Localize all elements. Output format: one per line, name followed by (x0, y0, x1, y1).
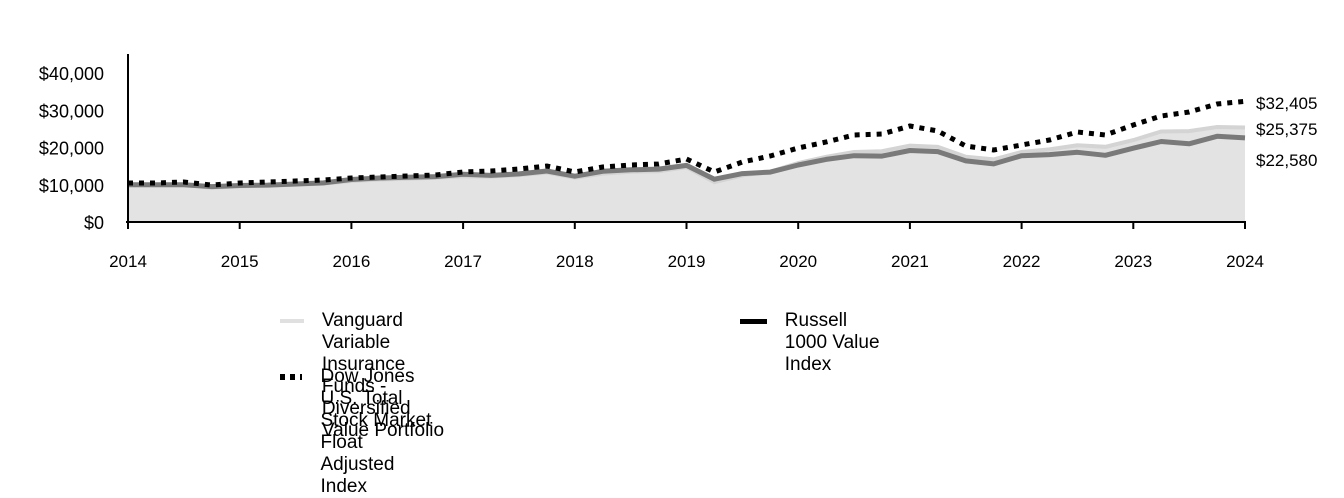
legend-swatch-dowjones (280, 366, 303, 388)
series-area-vanguard (128, 127, 1245, 222)
axis-layer: 2014 2015 2016 2017 2018 2019 2020 2021 2022 2023… (39, 54, 1264, 271)
series-line-dowjones (128, 98, 1246, 188)
label-layer: $25,375 $22,580 $32,405 (1256, 94, 1317, 170)
x-tick-label: 2024 (1226, 252, 1264, 271)
x-tick-label: 2021 (891, 252, 929, 271)
x-tick-label: 2022 (1003, 252, 1041, 271)
legend-item-dowjones: Dow Jones U.S. Total Stock Market Float … (280, 366, 432, 498)
x-tick-label: 2015 (221, 252, 259, 271)
legend-swatch-russell (740, 310, 767, 332)
legend-label-russell: Russell 1000 Value Index (784, 310, 880, 375)
x-tick-label: 2014 (109, 252, 147, 271)
end-label-russell: $22,580 (1256, 151, 1317, 170)
x-tick-label: 2017 (444, 252, 482, 271)
x-tick-label: 2023 (1114, 252, 1152, 271)
series-line-russell (128, 133, 1246, 190)
end-label-vanguard: $25,375 (1256, 120, 1317, 139)
area-layer (128, 127, 1245, 222)
x-tick-label: 2018 (556, 252, 594, 271)
x-tick-label: 2019 (668, 252, 706, 271)
x-tick-label: 2020 (779, 252, 817, 271)
growth-chart: 2014 2015 2016 2017 2018 2019 2020 2021 2022 2023… (39, 54, 1317, 271)
legend-swatch-vanguard (280, 310, 304, 332)
y-tick-label: $0 (84, 213, 104, 233)
legend-item-russell: Russell 1000 Value Index (740, 310, 880, 376)
y-tick-label: $30,000 (39, 101, 104, 121)
y-tick-label: $40,000 (39, 64, 104, 84)
legend-label-dowjones: Dow Jones U.S. Total Stock Market Float … (320, 366, 432, 497)
x-tick-label: 2016 (332, 252, 370, 271)
y-tick-label: $20,000 (39, 139, 104, 159)
end-label-dowjones: $32,405 (1256, 94, 1317, 113)
line-layer (128, 98, 1246, 190)
y-tick-label: $10,000 (39, 176, 104, 196)
